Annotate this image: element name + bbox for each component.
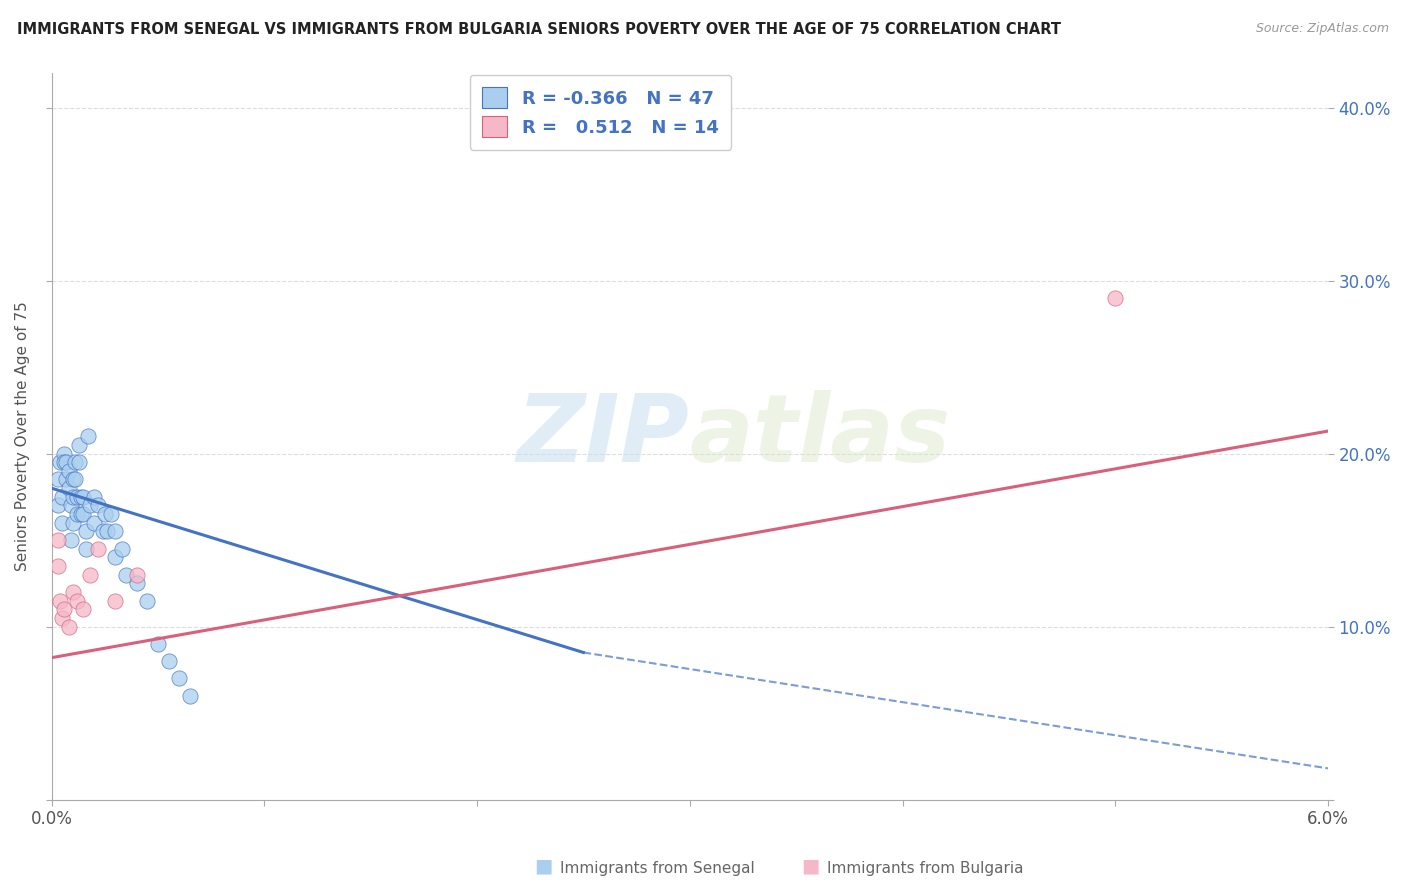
- Text: IMMIGRANTS FROM SENEGAL VS IMMIGRANTS FROM BULGARIA SENIORS POVERTY OVER THE AGE: IMMIGRANTS FROM SENEGAL VS IMMIGRANTS FR…: [17, 22, 1062, 37]
- Point: [83, 516, 105, 530]
- Point: [167, 672, 190, 686]
- Legend: R = -0.366   N = 47, R =   0.512   N = 14: R = -0.366 N = 47, R = 0.512 N = 14: [470, 75, 731, 150]
- Point: [72, 602, 94, 616]
- Point: [46, 559, 69, 574]
- Text: ZIP: ZIP: [517, 391, 690, 483]
- Point: [63, 473, 86, 487]
- Text: Immigrants from Bulgaria: Immigrants from Bulgaria: [827, 861, 1024, 876]
- Point: [87, 499, 110, 513]
- Point: [136, 593, 159, 607]
- Point: [87, 541, 110, 556]
- Text: atlas: atlas: [690, 391, 950, 483]
- Point: [100, 507, 122, 521]
- Point: [93, 507, 115, 521]
- Point: [55, 455, 77, 469]
- Point: [66, 507, 89, 521]
- Point: [62, 473, 84, 487]
- Point: [67, 455, 90, 469]
- Point: [58, 481, 80, 495]
- Point: [58, 619, 80, 633]
- Point: [67, 438, 90, 452]
- Point: [66, 593, 89, 607]
- Point: [157, 654, 180, 668]
- Point: [104, 593, 127, 607]
- Point: [62, 490, 84, 504]
- Point: [66, 490, 89, 504]
- Point: [46, 473, 69, 487]
- Point: [179, 689, 201, 703]
- Point: [72, 507, 94, 521]
- Point: [111, 541, 134, 556]
- Point: [51, 611, 73, 625]
- Point: [49, 593, 72, 607]
- Point: [83, 490, 105, 504]
- Point: [76, 429, 98, 443]
- Point: [51, 516, 73, 530]
- Point: [1104, 291, 1126, 305]
- Point: [115, 567, 138, 582]
- Point: [79, 567, 101, 582]
- Text: ■: ■: [534, 857, 553, 876]
- Point: [75, 524, 97, 539]
- Point: [104, 524, 127, 539]
- Point: [59, 533, 82, 547]
- Point: [125, 576, 148, 591]
- Point: [51, 490, 73, 504]
- Point: [53, 602, 76, 616]
- Point: [91, 524, 114, 539]
- Point: [70, 507, 93, 521]
- Point: [146, 637, 169, 651]
- Point: [58, 464, 80, 478]
- Point: [63, 455, 86, 469]
- Point: [125, 567, 148, 582]
- Point: [59, 499, 82, 513]
- Point: [96, 524, 118, 539]
- Point: [70, 490, 93, 504]
- Text: Immigrants from Senegal: Immigrants from Senegal: [560, 861, 755, 876]
- Point: [49, 455, 72, 469]
- Point: [62, 585, 84, 599]
- Point: [53, 455, 76, 469]
- Point: [104, 550, 127, 565]
- Y-axis label: Seniors Poverty Over the Age of 75: Seniors Poverty Over the Age of 75: [15, 301, 30, 571]
- Point: [75, 541, 97, 556]
- Point: [72, 490, 94, 504]
- Point: [62, 516, 84, 530]
- Point: [79, 499, 101, 513]
- Point: [53, 446, 76, 460]
- Text: Source: ZipAtlas.com: Source: ZipAtlas.com: [1256, 22, 1389, 36]
- Point: [46, 533, 69, 547]
- Point: [46, 499, 69, 513]
- Point: [55, 473, 77, 487]
- Text: ■: ■: [801, 857, 820, 876]
